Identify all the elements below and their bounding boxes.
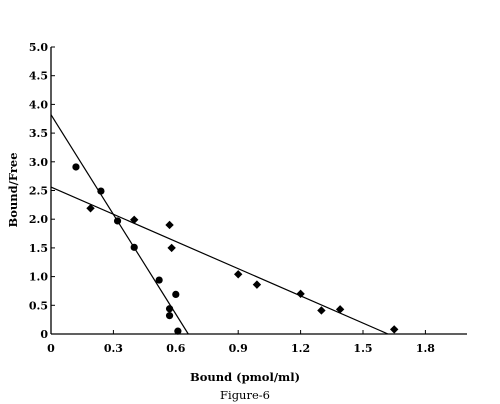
x-tick-label: 0.6 — [166, 342, 185, 355]
y-tick-label: 4.0 — [29, 98, 48, 111]
data-point-diamond — [252, 280, 262, 289]
x-tick-label: 1.5 — [353, 342, 372, 355]
data-point-diamond — [86, 204, 95, 213]
data-point-circle — [165, 305, 174, 313]
x-tick-label: 1.2 — [291, 342, 310, 355]
data-point-circle — [72, 163, 80, 171]
y-tick-label: 0.5 — [29, 299, 48, 312]
y-tick-label: 1.0 — [29, 271, 48, 284]
data-point-circle — [97, 187, 105, 195]
data-point-diamond — [165, 220, 174, 230]
y-tick-label: 1.5 — [29, 242, 48, 255]
data-point-diamond — [167, 243, 176, 253]
y-axis-title: Bound/Free — [6, 152, 20, 227]
data-point-circle — [130, 243, 138, 251]
data-point-diamond — [234, 270, 243, 279]
y-tick-label: 4.5 — [29, 70, 48, 83]
data-point-circle — [113, 217, 122, 225]
data-point-circle — [155, 276, 163, 284]
y-tick-label: 0 — [40, 328, 48, 341]
y-tick-label: 3.0 — [29, 156, 48, 169]
fit-line-diamond — [50, 186, 389, 335]
x-tick-label: 1.8 — [416, 342, 435, 355]
y-tick-label: 5.0 — [29, 41, 48, 54]
y-tick-label: 2.5 — [29, 185, 48, 198]
data-point-circle — [172, 290, 180, 298]
data-point-circle — [165, 312, 174, 320]
data-point-diamond — [335, 305, 345, 314]
axes: 0 0.5 1.0 1.5 2.0 2.5 3.0 3.5 4.0 4.5 5.0 0 0.3 0.6 0.… — [29, 41, 467, 355]
fit-lines — [50, 114, 389, 335]
y-tick-label: 2.0 — [29, 213, 48, 226]
data-point-circle — [174, 327, 182, 335]
x-tick-label: 0.9 — [229, 342, 248, 355]
data-point-diamond — [130, 215, 139, 224]
data-point-diamond — [296, 289, 305, 299]
data-markers — [72, 163, 399, 335]
data-point-diamond — [390, 325, 399, 334]
x-tick-label: 0 — [47, 342, 55, 355]
figure-caption: Figure-6 — [220, 388, 270, 402]
fit-line-circle — [50, 114, 189, 335]
labels: Bound (pmol/ml) Bound/Free Figure-6 — [6, 152, 300, 402]
data-point-diamond — [317, 306, 326, 315]
x-axis-title: Bound (pmol/ml) — [190, 370, 300, 384]
x-tick-label: 0.3 — [104, 342, 123, 355]
y-tick-label: 3.5 — [29, 127, 48, 140]
